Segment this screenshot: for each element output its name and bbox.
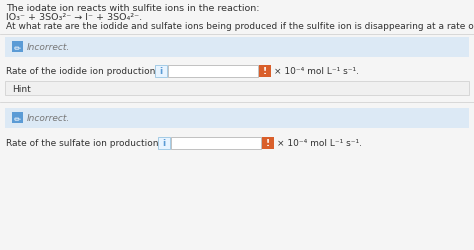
Text: Rate of the iodide ion production is: Rate of the iodide ion production is — [6, 67, 165, 76]
Bar — [5, 38, 469, 58]
Text: Hint: Hint — [12, 85, 31, 94]
Bar — [158, 138, 170, 149]
Text: The iodate ion reacts with sulfite ions in the reaction:: The iodate ion reacts with sulfite ions … — [6, 4, 259, 13]
Bar — [12, 112, 23, 124]
Bar — [259, 66, 271, 78]
Bar — [168, 66, 258, 78]
Text: × 10⁻⁴ mol L⁻¹ s⁻¹.: × 10⁻⁴ mol L⁻¹ s⁻¹. — [274, 67, 359, 76]
Text: i: i — [159, 67, 163, 76]
Text: Incorrect.: Incorrect. — [27, 43, 70, 52]
Text: !: ! — [266, 138, 270, 147]
Text: At what rate are the iodide and sulfate ions being produced if the sulfite ion i: At what rate are the iodide and sulfate … — [6, 22, 474, 31]
Text: × 10⁻⁴ mol L⁻¹ s⁻¹.: × 10⁻⁴ mol L⁻¹ s⁻¹. — [277, 138, 362, 147]
Text: !: ! — [263, 67, 267, 76]
Bar — [155, 66, 167, 78]
Text: Rate of the sulfate ion production is: Rate of the sulfate ion production is — [6, 138, 169, 147]
Text: IO₃⁻ + 3SO₃²⁻ → I⁻ + 3SO₄²⁻.: IO₃⁻ + 3SO₃²⁻ → I⁻ + 3SO₄²⁻. — [6, 13, 142, 22]
Text: ✏: ✏ — [14, 43, 21, 52]
Text: ✏: ✏ — [14, 114, 21, 122]
Text: Incorrect.: Incorrect. — [27, 114, 70, 122]
Bar — [171, 138, 261, 149]
Bar — [5, 82, 469, 96]
Bar — [12, 42, 23, 53]
Bar — [262, 138, 274, 149]
Text: i: i — [163, 138, 165, 147]
Bar — [5, 108, 469, 128]
